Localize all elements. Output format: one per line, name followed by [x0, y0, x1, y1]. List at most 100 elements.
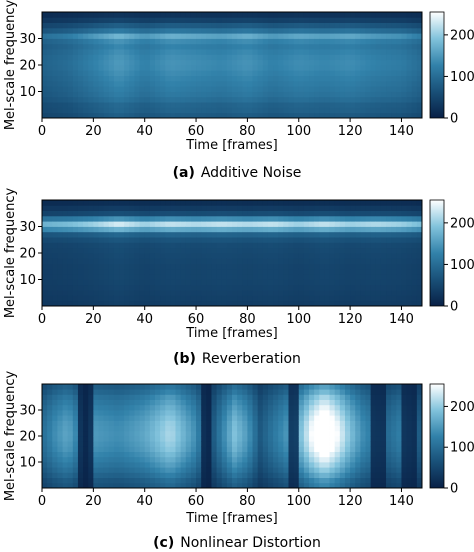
heatmap-cell — [360, 430, 366, 437]
heatmap-cell — [329, 96, 336, 103]
heatmap-cell — [144, 472, 151, 478]
heatmap-cell — [226, 284, 233, 291]
heatmap-cell — [180, 477, 187, 484]
heatmap-cell — [139, 237, 146, 243]
heatmap-cell — [196, 300, 202, 307]
heatmap-cell — [201, 226, 207, 233]
heatmap-cell — [360, 27, 366, 34]
heatmap-cell — [242, 295, 248, 302]
heatmap-cell — [52, 91, 58, 98]
heatmap-cell — [232, 59, 238, 66]
heatmap-cell — [309, 59, 315, 66]
heatmap-cell — [113, 49, 120, 55]
heatmap-cell — [175, 38, 182, 45]
heatmap-cell — [324, 86, 330, 92]
heatmap-cell — [216, 274, 223, 280]
heatmap-cell — [175, 237, 182, 243]
heatmap-cell — [154, 258, 161, 264]
heatmap-cell — [350, 65, 356, 71]
heatmap-cell — [190, 290, 197, 296]
heatmap-cell — [298, 258, 305, 264]
heatmap-cell — [180, 200, 187, 206]
heatmap-cell — [134, 477, 140, 484]
heatmap-cell — [309, 38, 315, 45]
heatmap-cell — [57, 237, 63, 243]
heatmap-cell — [129, 274, 135, 280]
heatmap-cell — [119, 242, 125, 249]
heatmap-cell — [149, 75, 156, 82]
heatmap-cell — [370, 49, 377, 55]
heatmap-cell — [314, 242, 320, 249]
heatmap-cell — [365, 86, 372, 92]
heatmap-cell — [314, 59, 320, 66]
heatmap-cell — [298, 404, 305, 411]
heatmap-cell — [88, 221, 94, 227]
heatmap-cell — [185, 22, 192, 29]
heatmap-cell — [329, 112, 336, 119]
heatmap-cell — [303, 49, 310, 55]
heatmap-cell — [190, 279, 197, 286]
heatmap-cell — [262, 247, 269, 254]
heatmap-cell — [175, 247, 182, 254]
heatmap-cell — [365, 399, 372, 406]
heatmap-cell — [103, 436, 110, 442]
heatmap-cell — [380, 284, 387, 291]
heatmap-cell — [416, 75, 423, 82]
heatmap-cell — [242, 290, 248, 296]
heatmap-cell — [416, 112, 423, 119]
heatmap-cell — [303, 279, 310, 286]
heatmap-cell — [113, 284, 120, 291]
heatmap-cell — [247, 96, 253, 103]
heatmap-cell — [391, 274, 397, 280]
heatmap-cell — [185, 102, 192, 108]
heatmap-cell — [113, 451, 120, 458]
heatmap-cell — [67, 91, 74, 98]
heatmap-cell — [103, 451, 110, 458]
heatmap-cell — [391, 107, 397, 114]
heatmap-cell — [77, 399, 84, 406]
heatmap-cell — [344, 59, 351, 66]
heatmap-cell — [216, 389, 223, 395]
heatmap-cell — [113, 430, 120, 437]
heatmap-cell — [47, 462, 53, 468]
heatmap-cell — [119, 410, 125, 416]
heatmap-cell — [139, 242, 146, 249]
heatmap-cell — [154, 404, 161, 411]
heatmap-cell — [314, 12, 320, 18]
heatmap-cell — [288, 284, 295, 291]
heatmap-cell — [401, 75, 407, 82]
heatmap-cell — [319, 472, 325, 478]
heatmap-cell — [180, 96, 187, 103]
heatmap-cell — [314, 268, 320, 275]
heatmap-cell — [113, 477, 120, 484]
heatmap-cell — [216, 263, 223, 270]
heatmap-cell — [201, 91, 207, 98]
heatmap-cell — [196, 231, 202, 238]
heatmap-cell — [154, 436, 161, 442]
heatmap-cell — [201, 394, 207, 400]
heatmap-cell — [154, 75, 161, 82]
heatmap-cell — [206, 221, 212, 227]
heatmap-cell — [185, 399, 192, 406]
heatmap-cell — [57, 451, 63, 458]
heatmap-cell — [267, 472, 274, 478]
heatmap-cell — [386, 237, 392, 243]
heatmap-cell — [273, 284, 279, 291]
heatmap-cell — [386, 394, 392, 400]
heatmap-cell — [139, 482, 146, 489]
heatmap-cell — [324, 404, 330, 411]
heatmap-cell — [185, 295, 192, 302]
heatmap-cell — [386, 472, 392, 478]
heatmap-cell — [77, 65, 84, 71]
heatmap-cell — [283, 477, 289, 484]
heatmap-cell — [170, 384, 176, 390]
heatmap-cell — [170, 415, 176, 421]
heatmap-cell — [201, 237, 207, 243]
heatmap-cell — [119, 482, 125, 489]
heatmap-cell — [329, 17, 336, 23]
heatmap-cell — [380, 22, 387, 29]
heatmap-cell — [355, 467, 361, 473]
heatmap-cell — [257, 102, 264, 108]
heatmap-cell — [411, 247, 418, 254]
heatmap-cell — [196, 284, 202, 291]
